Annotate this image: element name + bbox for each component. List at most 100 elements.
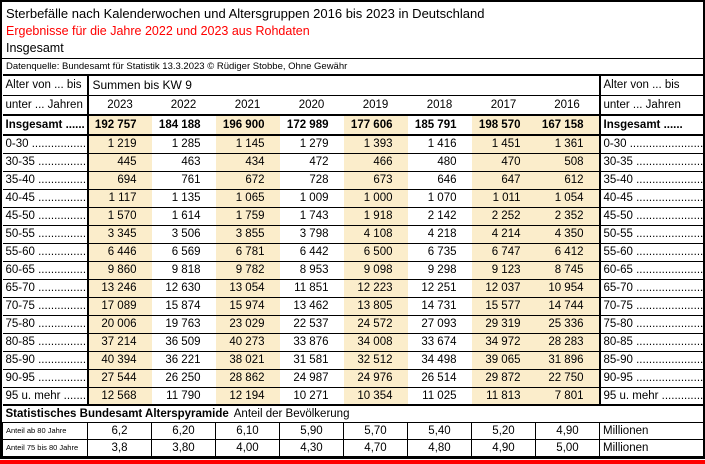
footer-value-cell: 3,8 — [87, 438, 152, 457]
footer-value-cell: 6,10 — [215, 421, 280, 440]
value-cell: 167 158 — [535, 114, 600, 136]
footer-value-cell: 5,20 — [471, 421, 536, 440]
row-label-left: 50-55 ........................ — [2, 224, 89, 243]
corner-header-left-top: Alter von ... bis — [2, 74, 89, 95]
unit-label: Millionen — [599, 421, 704, 440]
value-cell: 20 006 — [87, 314, 152, 333]
value-cell: 22 750 — [535, 368, 600, 387]
value-cell: 1 011 — [471, 188, 536, 207]
year-column-header: 2016 — [535, 94, 600, 116]
year-column-header: 2017 — [471, 94, 536, 116]
row-label-right: 50-55 ........................ — [598, 224, 704, 243]
row-label-left: 55-60 ........................ — [2, 242, 89, 261]
row-label-left: 90-95 ........................ — [2, 368, 89, 387]
value-cell: 612 — [535, 170, 600, 189]
row-label-right: 70-75 ........................ — [598, 296, 704, 315]
value-cell: 445 — [87, 152, 152, 171]
footer-row-label: Anteil ab 80 Jahre — [2, 421, 88, 440]
value-cell: 29 319 — [471, 314, 536, 333]
table-row: 30-35 ........................4454634344… — [2, 152, 704, 171]
value-cell: 15 874 — [151, 296, 216, 315]
value-cell: 2 252 — [471, 206, 536, 225]
value-cell: 6 500 — [343, 242, 408, 261]
value-cell: 32 512 — [343, 350, 408, 369]
value-cell: 10 271 — [279, 386, 344, 405]
row-label-left: 40-45 ........................ — [2, 188, 89, 207]
value-cell: 9 818 — [151, 260, 216, 279]
value-cell: 9 298 — [407, 260, 472, 279]
footer-value-cell: 4,90 — [471, 438, 536, 457]
row-label-right: 0-30 .......................... — [598, 134, 704, 153]
value-cell: 172 989 — [279, 114, 344, 136]
value-cell: 12 630 — [151, 278, 216, 297]
value-cell: 11 851 — [279, 278, 344, 297]
value-cell: 27 093 — [407, 314, 472, 333]
value-cell: 12 037 — [471, 278, 536, 297]
corner-header-left-bottom: unter ... Jahren — [2, 94, 89, 116]
footer-value-cell: 5,00 — [535, 438, 600, 457]
row-label-left: 70-75 ........................ — [2, 296, 89, 315]
value-cell: 6 412 — [535, 242, 600, 261]
value-cell: 36 509 — [151, 332, 216, 351]
footer-value-cell: 5,40 — [407, 421, 472, 440]
row-label-right: 60-65 ........................ — [598, 260, 704, 279]
value-cell: 4 218 — [407, 224, 472, 243]
value-cell: 646 — [407, 170, 472, 189]
value-cell: 14 744 — [535, 296, 600, 315]
value-cell: 1 759 — [215, 206, 280, 225]
value-cell: 1 054 — [535, 188, 600, 207]
value-cell: 1 451 — [471, 134, 536, 153]
table-header: Alter von ... bis Summen bis KW 9 Alter … — [2, 74, 704, 116]
row-label-left: 45-50 ........................ — [2, 206, 89, 225]
value-cell: 6 442 — [279, 242, 344, 261]
value-cell: 15 974 — [215, 296, 280, 315]
year-column-header: 2022 — [151, 94, 216, 116]
value-cell: 694 — [87, 170, 152, 189]
scope-label: Insgesamt — [6, 41, 64, 55]
value-cell: 14 731 — [407, 296, 472, 315]
row-label-right: 55-60 ........................ — [598, 242, 704, 261]
value-cell: 1 570 — [87, 206, 152, 225]
raw-data-note: Ergebnisse für die Jahre 2022 und 2023 a… — [6, 24, 310, 38]
corner-header-right-top: Alter von ... bis — [598, 74, 704, 95]
value-cell: 11 813 — [471, 386, 536, 405]
value-cell: 192 757 — [87, 114, 152, 136]
footer-value-cell: 6,2 — [87, 421, 152, 440]
sums-span-header: Summen bis KW 9 — [87, 74, 600, 95]
value-cell: 2 352 — [535, 206, 600, 225]
value-cell: 26 514 — [407, 368, 472, 387]
value-cell: 1 393 — [343, 134, 408, 153]
value-cell: 480 — [407, 152, 472, 171]
value-cell: 23 029 — [215, 314, 280, 333]
footer-row-label: Anteil 75 bis 80 Jahre — [2, 438, 88, 457]
value-cell: 466 — [343, 152, 408, 171]
value-cell: 6 781 — [215, 242, 280, 261]
corner-header-right-bottom: unter ... Jahren — [598, 94, 704, 116]
table-body: Insgesamt ...... 192 757 184 188 196 900 172… — [2, 114, 704, 405]
table-row: 35-40 ........................6947616727… — [2, 170, 704, 189]
footer-value-cell: 5,70 — [343, 421, 408, 440]
value-cell: 9 098 — [343, 260, 408, 279]
value-cell: 29 872 — [471, 368, 536, 387]
value-cell: 508 — [535, 152, 600, 171]
value-cell: 13 462 — [279, 296, 344, 315]
value-cell: 22 537 — [279, 314, 344, 333]
row-label-right: 35-40 ........................ — [598, 170, 704, 189]
data-source-line: Datenquelle: Bundesamt für Statistik 13.… — [2, 58, 703, 74]
value-cell: 761 — [151, 170, 216, 189]
value-cell: 11 790 — [151, 386, 216, 405]
value-cell: 12 568 — [87, 386, 152, 405]
row-label-right: 75-80 ........................ — [598, 314, 704, 333]
value-cell: 34 008 — [343, 332, 408, 351]
value-cell: 6 446 — [87, 242, 152, 261]
row-label-left: 65-70 ........................ — [2, 278, 89, 297]
value-cell: 12 223 — [343, 278, 408, 297]
value-cell: 470 — [471, 152, 536, 171]
